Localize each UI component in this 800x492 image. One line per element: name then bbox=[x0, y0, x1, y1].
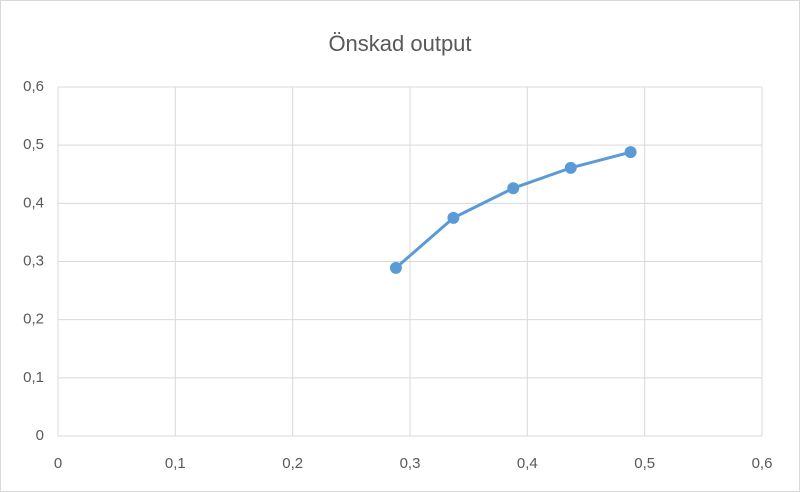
marker bbox=[447, 211, 460, 224]
y-tick-label: 0,3 bbox=[23, 252, 44, 269]
x-tick-label: 0,3 bbox=[400, 455, 421, 472]
x-tick-label: 0,1 bbox=[165, 455, 186, 472]
chart-title: Önskad output bbox=[328, 31, 471, 56]
y-tick-label: 0,4 bbox=[23, 194, 44, 211]
y-tick-label: 0,1 bbox=[23, 369, 44, 386]
marker bbox=[624, 146, 637, 159]
x-tick-label: 0 bbox=[54, 455, 62, 472]
y-tick-label: 0 bbox=[36, 427, 44, 444]
y-tick-label: 0,2 bbox=[23, 311, 44, 328]
x-tick-label: 0,4 bbox=[517, 455, 538, 472]
x-tick-label: 0,5 bbox=[634, 455, 655, 472]
y-tick-label: 0,6 bbox=[23, 78, 44, 95]
x-tick-label: 0,6 bbox=[752, 455, 773, 472]
y-tick-label: 0,5 bbox=[23, 136, 44, 153]
x-tick-label: 0,2 bbox=[282, 455, 303, 472]
marker bbox=[564, 161, 577, 174]
marker bbox=[389, 261, 402, 274]
marker bbox=[507, 182, 520, 195]
